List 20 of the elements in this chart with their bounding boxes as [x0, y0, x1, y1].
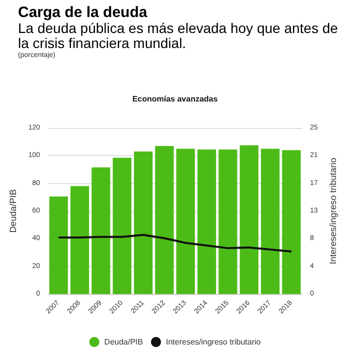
bar [49, 196, 68, 294]
bar [240, 145, 258, 294]
line-series [58, 234, 292, 253]
y-axis-title: Deuda/PIB [8, 189, 18, 233]
bar [92, 167, 110, 294]
bar [218, 149, 238, 294]
legend-label: Deuda/PIB [104, 338, 143, 346]
y2-axis-title: Intereses/ingreso tributario [328, 158, 338, 264]
text: La deuda pública es más elevada hoy que antes de la crisis financiera mundial. [18, 20, 339, 51]
bar [134, 152, 153, 294]
bar [176, 148, 195, 294]
bar [260, 148, 280, 294]
bar [112, 158, 132, 294]
text: Carga de la deuda [18, 4, 148, 21]
legend-label: Intereses/ingreso tributario [166, 338, 262, 346]
bar [70, 186, 90, 294]
bar [155, 146, 174, 294]
chart-title: Economías avanzadas [132, 94, 218, 104]
bar [197, 149, 216, 294]
bar [282, 150, 301, 294]
